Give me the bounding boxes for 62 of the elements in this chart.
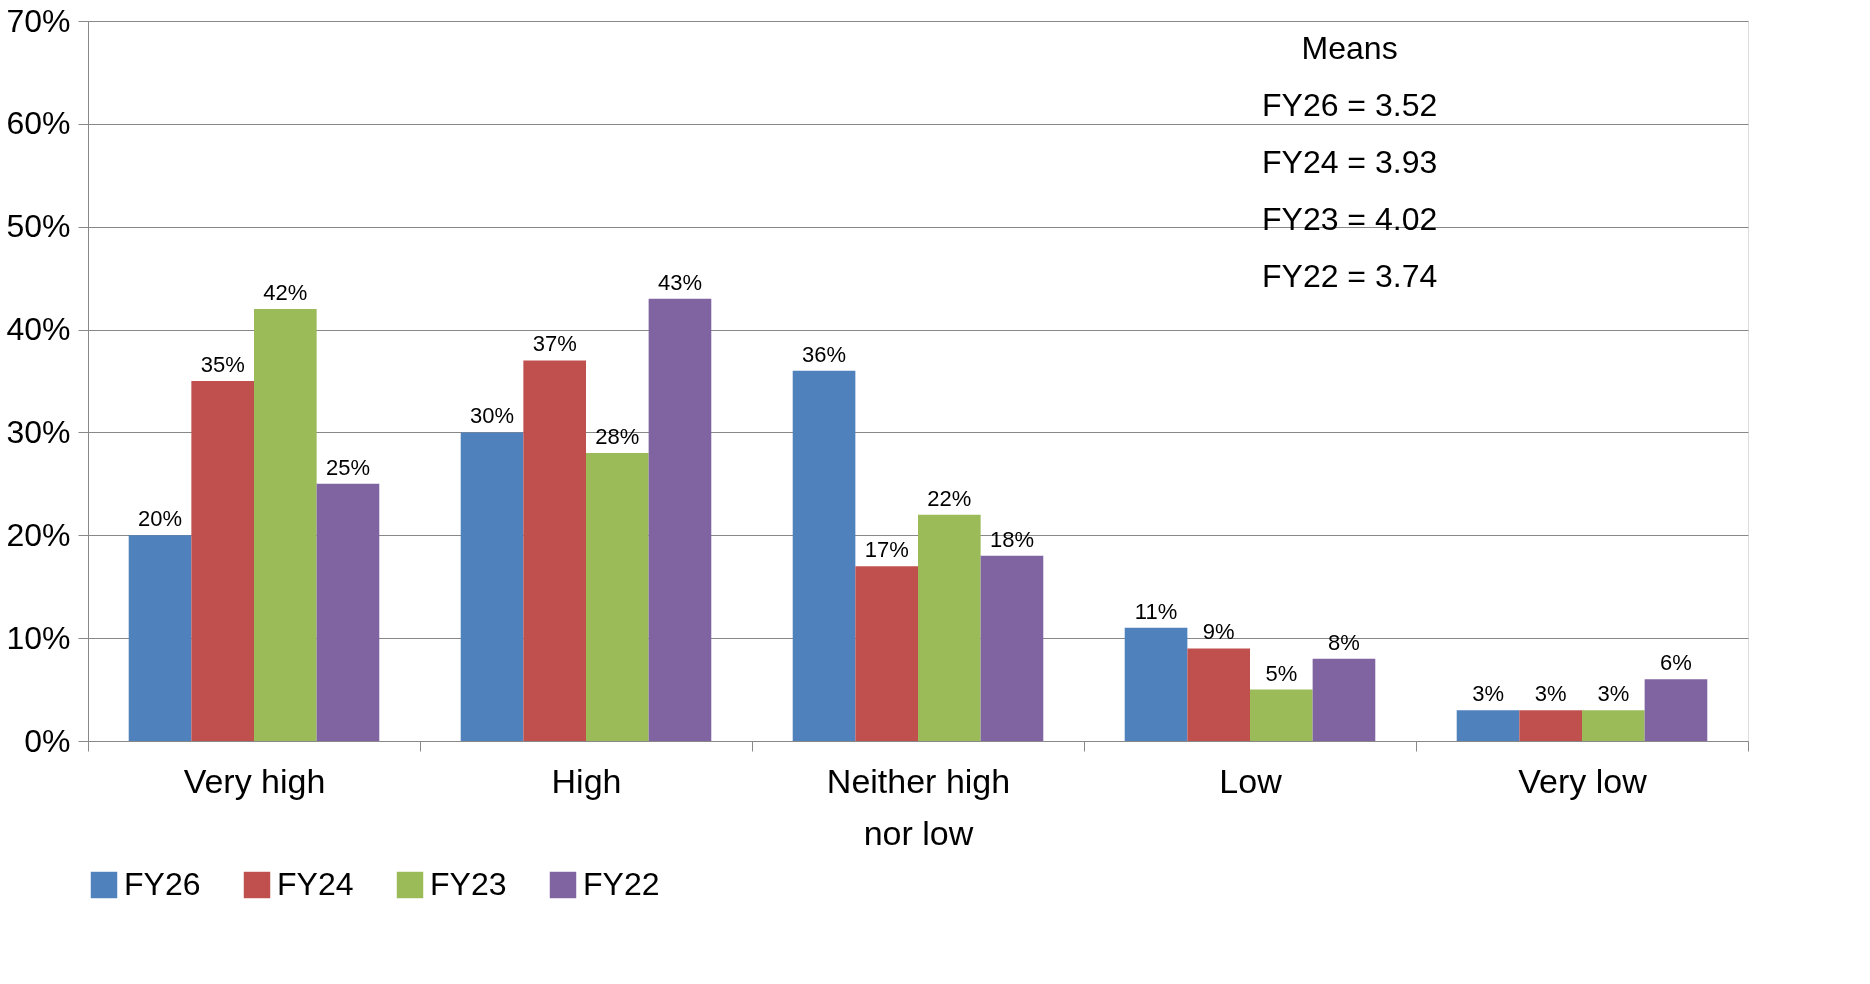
legend-label: FY24 <box>277 866 354 902</box>
x-tick-label: High <box>551 761 622 800</box>
y-tick-label: 10% <box>6 619 71 656</box>
legend-label: FY23 <box>430 866 507 902</box>
data-label: 3% <box>1534 681 1567 707</box>
data-label: 9% <box>1202 619 1235 645</box>
data-label: 11% <box>1134 598 1178 624</box>
bar <box>460 432 524 741</box>
data-label: 42% <box>263 280 308 305</box>
data-label: 36% <box>802 341 847 367</box>
data-label: 6% <box>1660 650 1692 676</box>
data-label: 3% <box>1472 681 1504 707</box>
bar <box>586 453 649 741</box>
data-label: 18% <box>989 526 1034 552</box>
data-label: 3% <box>1597 681 1630 707</box>
data-label: 28% <box>595 424 640 449</box>
bar <box>1250 689 1313 741</box>
data-label: 17% <box>864 537 909 563</box>
data-label: 5% <box>1265 660 1298 686</box>
data-label: 35% <box>200 352 245 377</box>
legend-label: FY26 <box>124 866 201 902</box>
bar <box>918 514 981 741</box>
bar <box>980 555 1044 741</box>
annotation: Means <box>1301 30 1398 66</box>
y-tick-label: 70% <box>6 2 71 39</box>
data-label: 20% <box>138 506 183 532</box>
y-tick-label: 40% <box>6 311 71 348</box>
data-label: 43% <box>657 269 702 295</box>
y-tick-label: 20% <box>6 516 71 553</box>
y-tick-label: 60% <box>6 105 71 142</box>
x-tick-label: Neither high nor low <box>826 761 1011 852</box>
bar <box>1456 710 1520 741</box>
y-tick-label: 50% <box>6 208 71 245</box>
bar <box>1312 658 1376 741</box>
bar <box>648 298 712 741</box>
bar <box>254 309 317 741</box>
bar <box>128 535 192 741</box>
bar <box>316 483 380 741</box>
y-tick-label: 0% <box>24 722 71 759</box>
annotation: FY24 = 3.93 <box>1261 144 1438 180</box>
x-tick-label: Low <box>1219 761 1283 800</box>
annotation: FY23 = 4.02 <box>1261 201 1438 237</box>
y-tick-label: 30% <box>6 413 71 450</box>
data-label: 37% <box>532 331 577 357</box>
data-label: 30% <box>470 403 515 429</box>
annotation: FY26 = 3.52 <box>1261 87 1438 123</box>
bar <box>855 566 918 741</box>
data-label: 22% <box>927 485 972 511</box>
bar <box>1124 627 1188 741</box>
bar <box>1644 679 1708 741</box>
annotation: FY22 = 3.74 <box>1261 258 1438 294</box>
bar <box>792 370 856 741</box>
bar <box>191 381 254 741</box>
bar <box>523 360 586 741</box>
legend-label: FY22 <box>583 866 660 902</box>
x-tick-label: Very high <box>183 761 326 800</box>
data-label: 25% <box>325 454 370 480</box>
bar <box>1187 648 1250 741</box>
x-tick-label: Very low <box>1518 761 1648 800</box>
bar <box>1519 710 1582 741</box>
data-label: 8% <box>1328 629 1360 655</box>
bar <box>1582 710 1645 741</box>
